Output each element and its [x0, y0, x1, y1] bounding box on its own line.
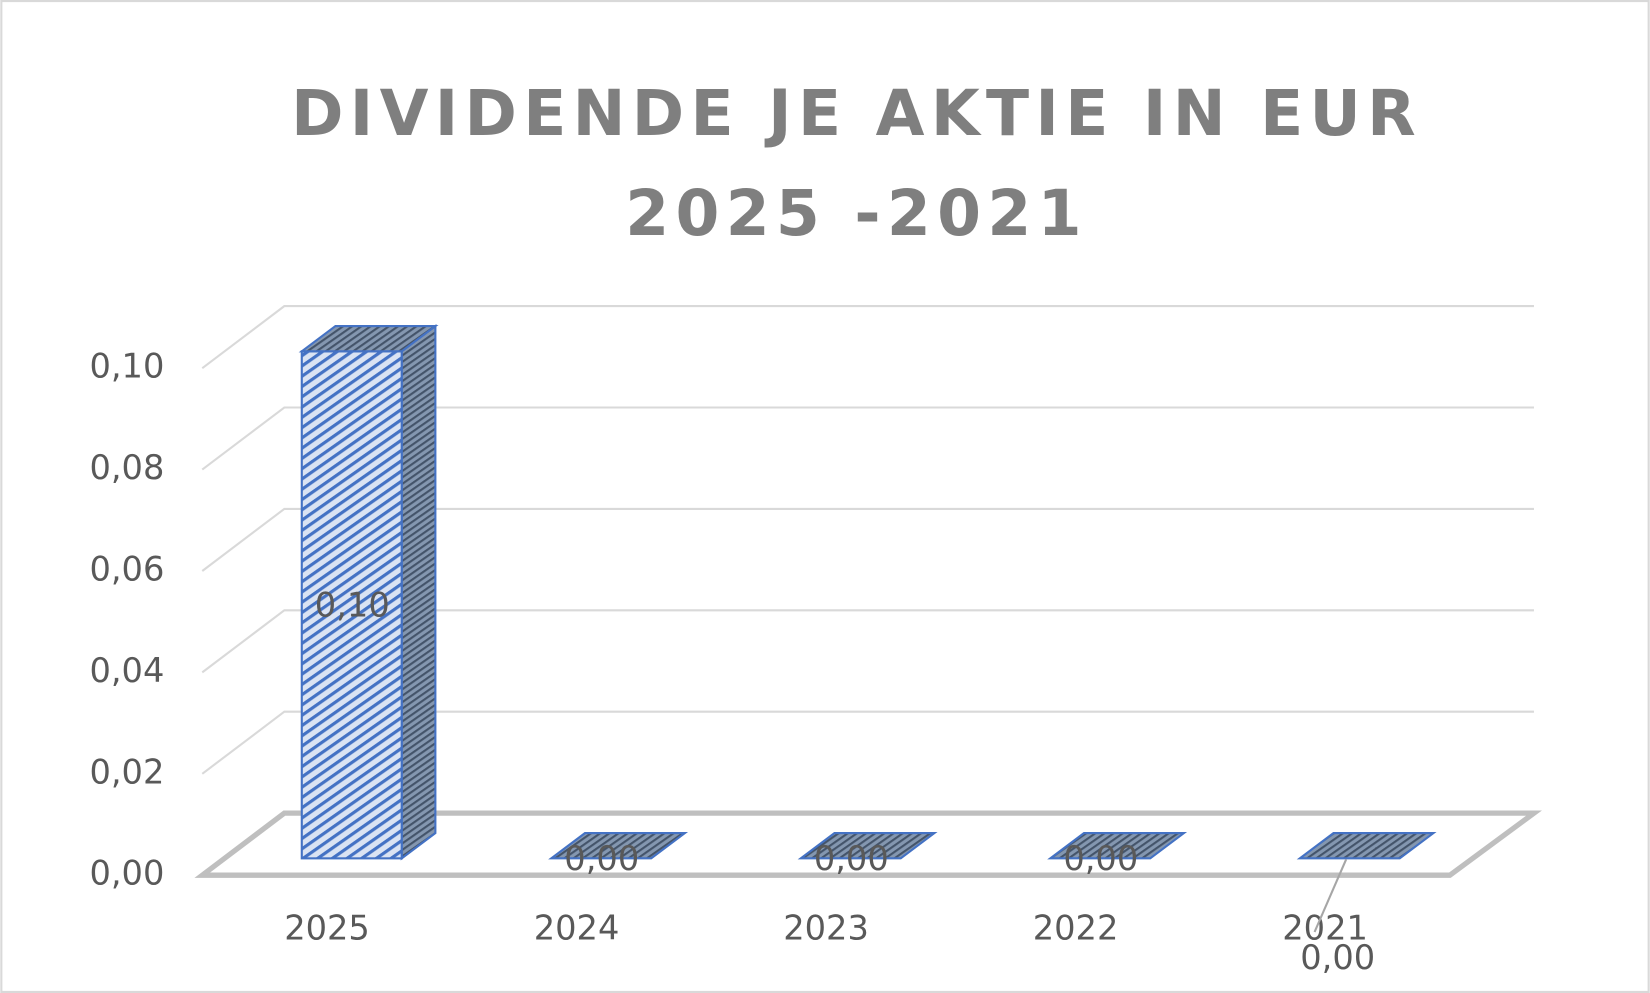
grid-line [201, 406, 1534, 471]
chart-title: DIVIDENDE JE AKTIE IN EUR [291, 76, 1422, 150]
bar-side [400, 323, 437, 861]
x-tick-label: 2024 [534, 908, 620, 947]
x-tick-label: 2023 [783, 908, 869, 947]
x-tick-label: 2025 [284, 908, 370, 947]
data-label: 0,00 [1063, 839, 1138, 878]
bar-top [298, 325, 439, 353]
leader-line [1313, 858, 1348, 933]
bar [1296, 832, 1437, 860]
bar-top [797, 832, 938, 860]
bar-top [1296, 832, 1437, 860]
grid-line [201, 507, 1534, 572]
y-tick-label: 0,00 [89, 854, 164, 893]
bar [1047, 832, 1188, 860]
x-tick-label: 2021 [1282, 908, 1368, 947]
data-label: 0,00 [1300, 938, 1375, 977]
bar-top [1047, 832, 1188, 860]
bar [298, 323, 439, 861]
bar [548, 832, 689, 860]
grid-line [201, 710, 1534, 775]
y-tick-label: 0,08 [89, 448, 164, 487]
data-label: 0,00 [564, 839, 639, 878]
grid-line [201, 305, 1534, 370]
chart-title: 2025 -2021 [625, 176, 1088, 250]
floor [194, 810, 1542, 878]
y-tick-label: 0,10 [89, 347, 164, 386]
plot-area: 0,00 0,02 0,04 0,06 0,08 0,10 2025 0,10 2024 0,00… [89, 305, 1534, 977]
data-label: 0,10 [315, 585, 390, 624]
bar [797, 832, 938, 860]
grid-line [201, 609, 1534, 674]
data-label: 0,00 [814, 839, 889, 878]
y-tick-label: 0,06 [89, 549, 164, 588]
y-tick-label: 0,02 [89, 752, 164, 791]
bar-top [548, 832, 689, 860]
x-tick-label: 2022 [1033, 908, 1119, 947]
y-tick-label: 0,04 [89, 651, 164, 690]
